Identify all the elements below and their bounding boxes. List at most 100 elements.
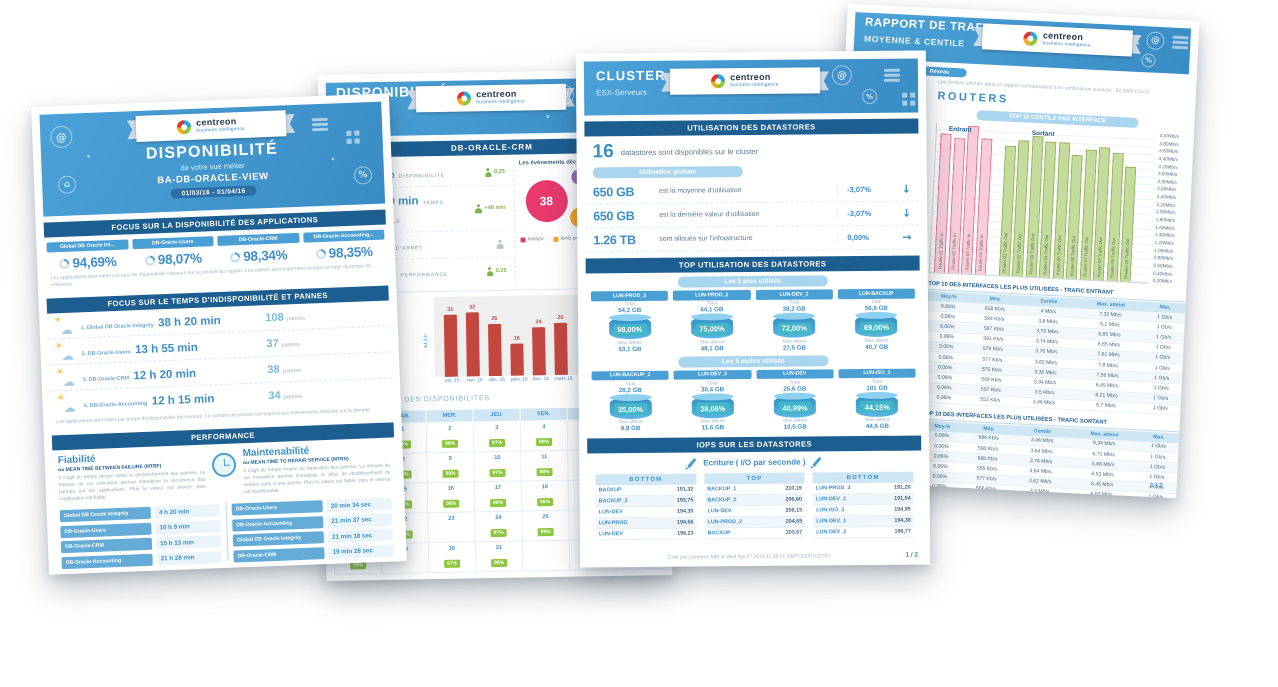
y-tick-label: 3,20Mb/s xyxy=(1158,163,1178,170)
brand-tagline: business intelligence xyxy=(196,127,246,135)
usage-stats-list: 650 GB est la moyenne d'utilisation -3,0… xyxy=(584,177,920,253)
datastore-name-cell: BACKUP_2 xyxy=(595,495,658,508)
datastore-cylinder-icon: 40,99% xyxy=(773,395,817,418)
downtime-main: 3. DB-Oracle-CRM 12 h 20 min xyxy=(82,361,261,386)
iops-row: BACKUP 203,67 xyxy=(704,527,806,540)
usage-percent-badge: 69,00% xyxy=(859,321,894,334)
application-name-pill: DB-Oracle-Accounting... xyxy=(302,229,385,243)
failures-number: 38 xyxy=(267,363,280,376)
centreon-logo-ribbon: centreon business intelligence xyxy=(135,110,287,143)
interface-label: Router-01 Traffic In xyxy=(937,232,944,270)
failures-unit: pannes xyxy=(286,315,306,322)
stat-value: 1.26 TB xyxy=(593,232,636,247)
datastore-card: LUN-PROD_3 Total 54,2 GB 98,00% Max atte… xyxy=(590,290,669,353)
clock-icon xyxy=(211,452,237,478)
mtbf-value: 4 h 20 min xyxy=(154,504,221,520)
iops-table-top: TOP BACKUP_1 210,19 BACKUP_2 206,60 xyxy=(704,472,806,540)
interface-label: Router-07 Traffic Out xyxy=(1082,236,1090,277)
calendar-day-header: JEU. xyxy=(472,408,521,422)
person-icon xyxy=(486,267,493,276)
failures-unit: pannes xyxy=(282,367,302,375)
day-number: 31 xyxy=(495,544,503,551)
pen-icon xyxy=(812,456,822,468)
calendar-day-cell xyxy=(522,540,570,572)
event-count-bubble: 38 xyxy=(524,179,568,223)
iops-table-body: BACKUP 191,32 BACKUP_2 193,75 LUN-DEV 19… xyxy=(595,484,697,541)
page-subtitle: ESX-Serveurs xyxy=(596,87,647,98)
calendar-day-cell: 31 98% xyxy=(475,541,523,572)
avg-cell: 552 Kb/s xyxy=(964,394,1017,407)
application-name-bar: Global DB Oracle Integrity xyxy=(232,531,325,548)
iops-value-cell: 204,65 xyxy=(769,516,806,528)
evolution-chart: 31 32 26 16 xyxy=(433,294,588,384)
mtrs-value: 21 min 37 sec xyxy=(327,513,393,528)
max-value: 48,1 GB xyxy=(700,344,724,353)
application-column: DB-Oracle-Users 98,07% xyxy=(131,236,215,268)
calendar-day-cell: 2 98% xyxy=(426,421,474,453)
availability-badge: 97% xyxy=(488,438,506,447)
datastore-name: LUN-ISO_3 xyxy=(838,368,916,379)
day-number: 17 xyxy=(494,484,501,491)
total-value: 25,6 GB xyxy=(783,385,807,393)
avg-cell: 565 Kb/s xyxy=(959,493,1012,499)
iops-tables: BOTTOM BACKUP 191,32 BACKUP_2 193,75 xyxy=(587,470,922,543)
legend-swatch xyxy=(519,236,526,243)
availability-badge: 98% xyxy=(443,499,460,508)
trend-arrow-icon xyxy=(902,232,911,243)
failures-count: 38 pannes xyxy=(267,359,385,376)
failures-number: 108 xyxy=(265,311,284,324)
section-bar-top-usage: TOP UTILISATION DES DATASTORES xyxy=(585,255,920,274)
iops-row: LUN-DEV 206,15 xyxy=(704,505,806,518)
application-name-pill: DB-Oracle-Users xyxy=(131,236,214,250)
interface-label: Router-01 Traffic Out xyxy=(1001,232,1009,273)
availability-percent: 98,34% xyxy=(243,247,288,265)
interface-label: Router-05 Traffic Out xyxy=(1055,235,1063,276)
iops-value-cell: 196,77 xyxy=(877,526,915,538)
evolution-bar: 26 xyxy=(487,316,502,377)
evolution-bar: 16 xyxy=(510,336,524,376)
day-number: 2 xyxy=(448,425,452,432)
y-tick-label: 2,40Mb/s xyxy=(1156,194,1177,201)
y-tick-label: 3,80Mb/s xyxy=(1159,140,1179,147)
maintainability-description: Il s'agit du temps moyen de réparation d… xyxy=(243,463,391,496)
network-dot-icon xyxy=(1136,41,1140,45)
calendar-day-header: VEN. xyxy=(519,407,568,422)
evolution-plot: 31 32 26 16 xyxy=(433,294,588,378)
mtbf-value: 21 h 28 min xyxy=(156,551,222,566)
percent-icon xyxy=(1141,53,1156,68)
datastore-card: LUN-PROD_2 Total 64,1 GB 75,00% Max atte… xyxy=(673,290,751,352)
max-value: 9,9 GB xyxy=(620,425,641,433)
kpi-delta: 0,25 xyxy=(465,167,505,177)
sortant-traffic-table: Moy.% Moy. Centile Max. atteint Max. 0,06% 5… xyxy=(917,420,1180,499)
datastore-name: LUN-BACKUP xyxy=(837,288,915,299)
reliability-intro: Fiabilité ou MEAN TIME BETWEEN FAILURE (… xyxy=(58,450,207,504)
x-tick-label: févr. 16 xyxy=(532,377,550,383)
usage-stat-row: 650 GB est la moyenne d'utilisation -3,0… xyxy=(584,177,920,205)
application-column: DB-Oracle-Accounting... 98,35% xyxy=(302,229,386,262)
kpi-delta-value: 0,25 xyxy=(495,267,507,274)
network-dot-icon xyxy=(331,157,335,161)
datastore-cylinder-icon: 69,00% xyxy=(855,314,898,338)
iops-table-body: BACKUP_1 210,19 BACKUP_2 206,60 LUN-DEV … xyxy=(704,483,806,540)
interface-label: Router-02 Traffic In xyxy=(950,233,958,271)
legend-swatch xyxy=(552,236,559,242)
max-value: 53,1 GB xyxy=(618,345,642,353)
avg-percent-cell: 0,06% xyxy=(922,392,965,405)
usage-percent-badge: 98,00% xyxy=(613,323,647,337)
evolution-bar: 31 xyxy=(443,307,458,377)
usage-percent-badge: 38,06% xyxy=(696,402,730,415)
bar-value-label: 31 xyxy=(447,306,454,313)
kpi-delta: 0,25 xyxy=(466,266,507,276)
trend-arrow-icon xyxy=(902,208,911,219)
datastore-card: LUN-BACKUP_2 Total 28,2 GB 35,00% Max at… xyxy=(591,370,670,433)
application-name-bar: Global DB Oracle Integrity xyxy=(59,507,152,523)
y-tick-label: 2,60Mb/s xyxy=(1157,186,1177,193)
stat-delta: 0,00% xyxy=(837,231,912,244)
group-label-sortant: Sortant xyxy=(1031,129,1055,138)
max-value: 27,5 GB xyxy=(782,344,807,352)
mtbf-list: Global DB Oracle Integrity 4 h 20 min DB… xyxy=(59,504,222,570)
mtbf-value: 15 h 13 min xyxy=(155,535,222,550)
datastore-name-cell: LUN-DEV_2 xyxy=(813,526,879,539)
grid-squares-icon xyxy=(346,130,359,143)
person-icon xyxy=(475,204,482,213)
